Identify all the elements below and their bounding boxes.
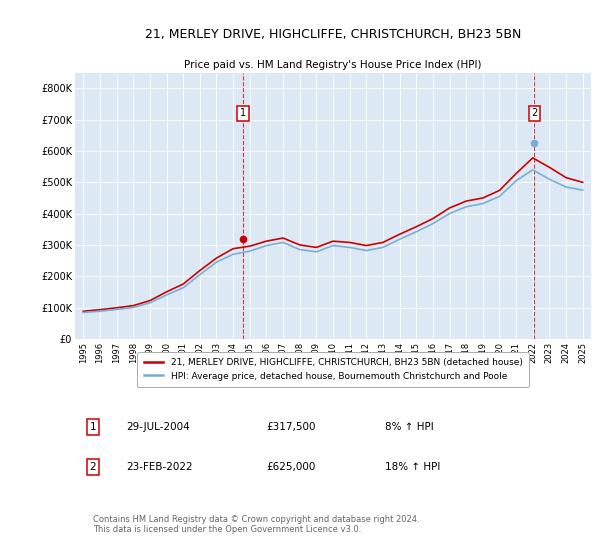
Text: 23-FEB-2022: 23-FEB-2022 [127,461,193,472]
Text: Price paid vs. HM Land Registry's House Price Index (HPI): Price paid vs. HM Land Registry's House … [184,59,482,69]
Text: 2: 2 [531,109,538,119]
Text: Contains HM Land Registry data © Crown copyright and database right 2024.
This d: Contains HM Land Registry data © Crown c… [93,515,419,534]
Text: 1: 1 [240,109,246,119]
Text: £317,500: £317,500 [266,422,316,432]
Text: 18% ↑ HPI: 18% ↑ HPI [385,461,440,472]
Text: 8% ↑ HPI: 8% ↑ HPI [385,422,433,432]
Text: 29-JUL-2004: 29-JUL-2004 [127,422,190,432]
Legend: 21, MERLEY DRIVE, HIGHCLIFFE, CHRISTCHURCH, BH23 5BN (detached house), HPI: Aver: 21, MERLEY DRIVE, HIGHCLIFFE, CHRISTCHUR… [137,352,529,387]
Text: 1: 1 [90,422,97,432]
Text: 2: 2 [90,461,97,472]
Text: 21, MERLEY DRIVE, HIGHCLIFFE, CHRISTCHURCH, BH23 5BN: 21, MERLEY DRIVE, HIGHCLIFFE, CHRISTCHUR… [145,27,521,40]
Text: £625,000: £625,000 [266,461,315,472]
